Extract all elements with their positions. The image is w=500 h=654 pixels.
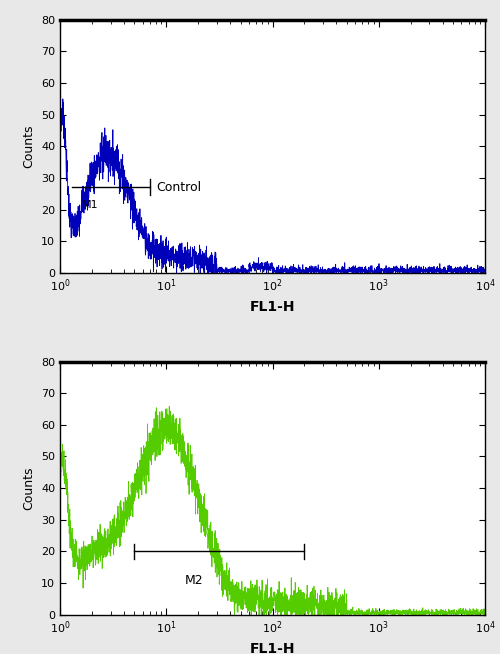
X-axis label: FL1-H: FL1-H xyxy=(250,300,295,314)
Text: Control: Control xyxy=(156,181,202,194)
Text: M1: M1 xyxy=(82,200,98,210)
Y-axis label: Counts: Counts xyxy=(22,124,36,168)
Y-axis label: Counts: Counts xyxy=(22,466,36,510)
X-axis label: FL1-H: FL1-H xyxy=(250,642,295,654)
Text: M2: M2 xyxy=(185,574,204,587)
